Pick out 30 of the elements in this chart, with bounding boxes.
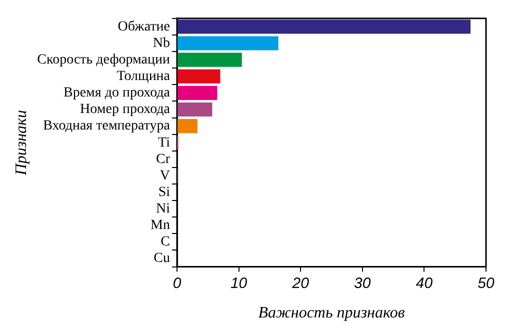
- y-tick-label: Mn: [150, 218, 170, 234]
- bar: [178, 52, 242, 67]
- bar: [178, 36, 278, 50]
- y-tick-label: Номер прохода: [80, 102, 171, 118]
- y-tick-label: Скорость деформации: [37, 52, 171, 68]
- y-tick-label: Входная температура: [43, 118, 171, 134]
- bar: [178, 69, 220, 84]
- bar: [178, 20, 471, 34]
- y-axis-title: Признаки: [12, 110, 30, 176]
- x-tick-label: 20: [291, 274, 310, 292]
- x-tick-label: 30: [354, 274, 372, 292]
- x-axis-title: Важность признаков: [258, 304, 405, 322]
- x-tick-label: 50: [478, 274, 495, 292]
- x-tick-label: 40: [416, 274, 434, 292]
- y-tick-label: Cr: [156, 152, 170, 167]
- y-tick-label: C: [160, 234, 170, 250]
- bar: [178, 86, 218, 100]
- y-tick-label: Ni: [156, 202, 170, 217]
- y-tick-label: Nb: [152, 36, 170, 51]
- bar: [178, 119, 198, 134]
- y-tick-label: Cu: [154, 251, 170, 266]
- x-tick-label: 10: [230, 274, 248, 292]
- x-tick-label: 0: [172, 274, 182, 292]
- y-tick-label: Время до прохода: [63, 86, 171, 101]
- y-tick-label: V: [160, 168, 170, 184]
- y-tick-label: Толщина: [116, 69, 171, 84]
- y-tick-label: Обжатие: [118, 19, 170, 34]
- y-tick-label: Ti: [158, 135, 170, 150]
- bar: [178, 102, 212, 117]
- y-tick-label: Si: [158, 184, 170, 200]
